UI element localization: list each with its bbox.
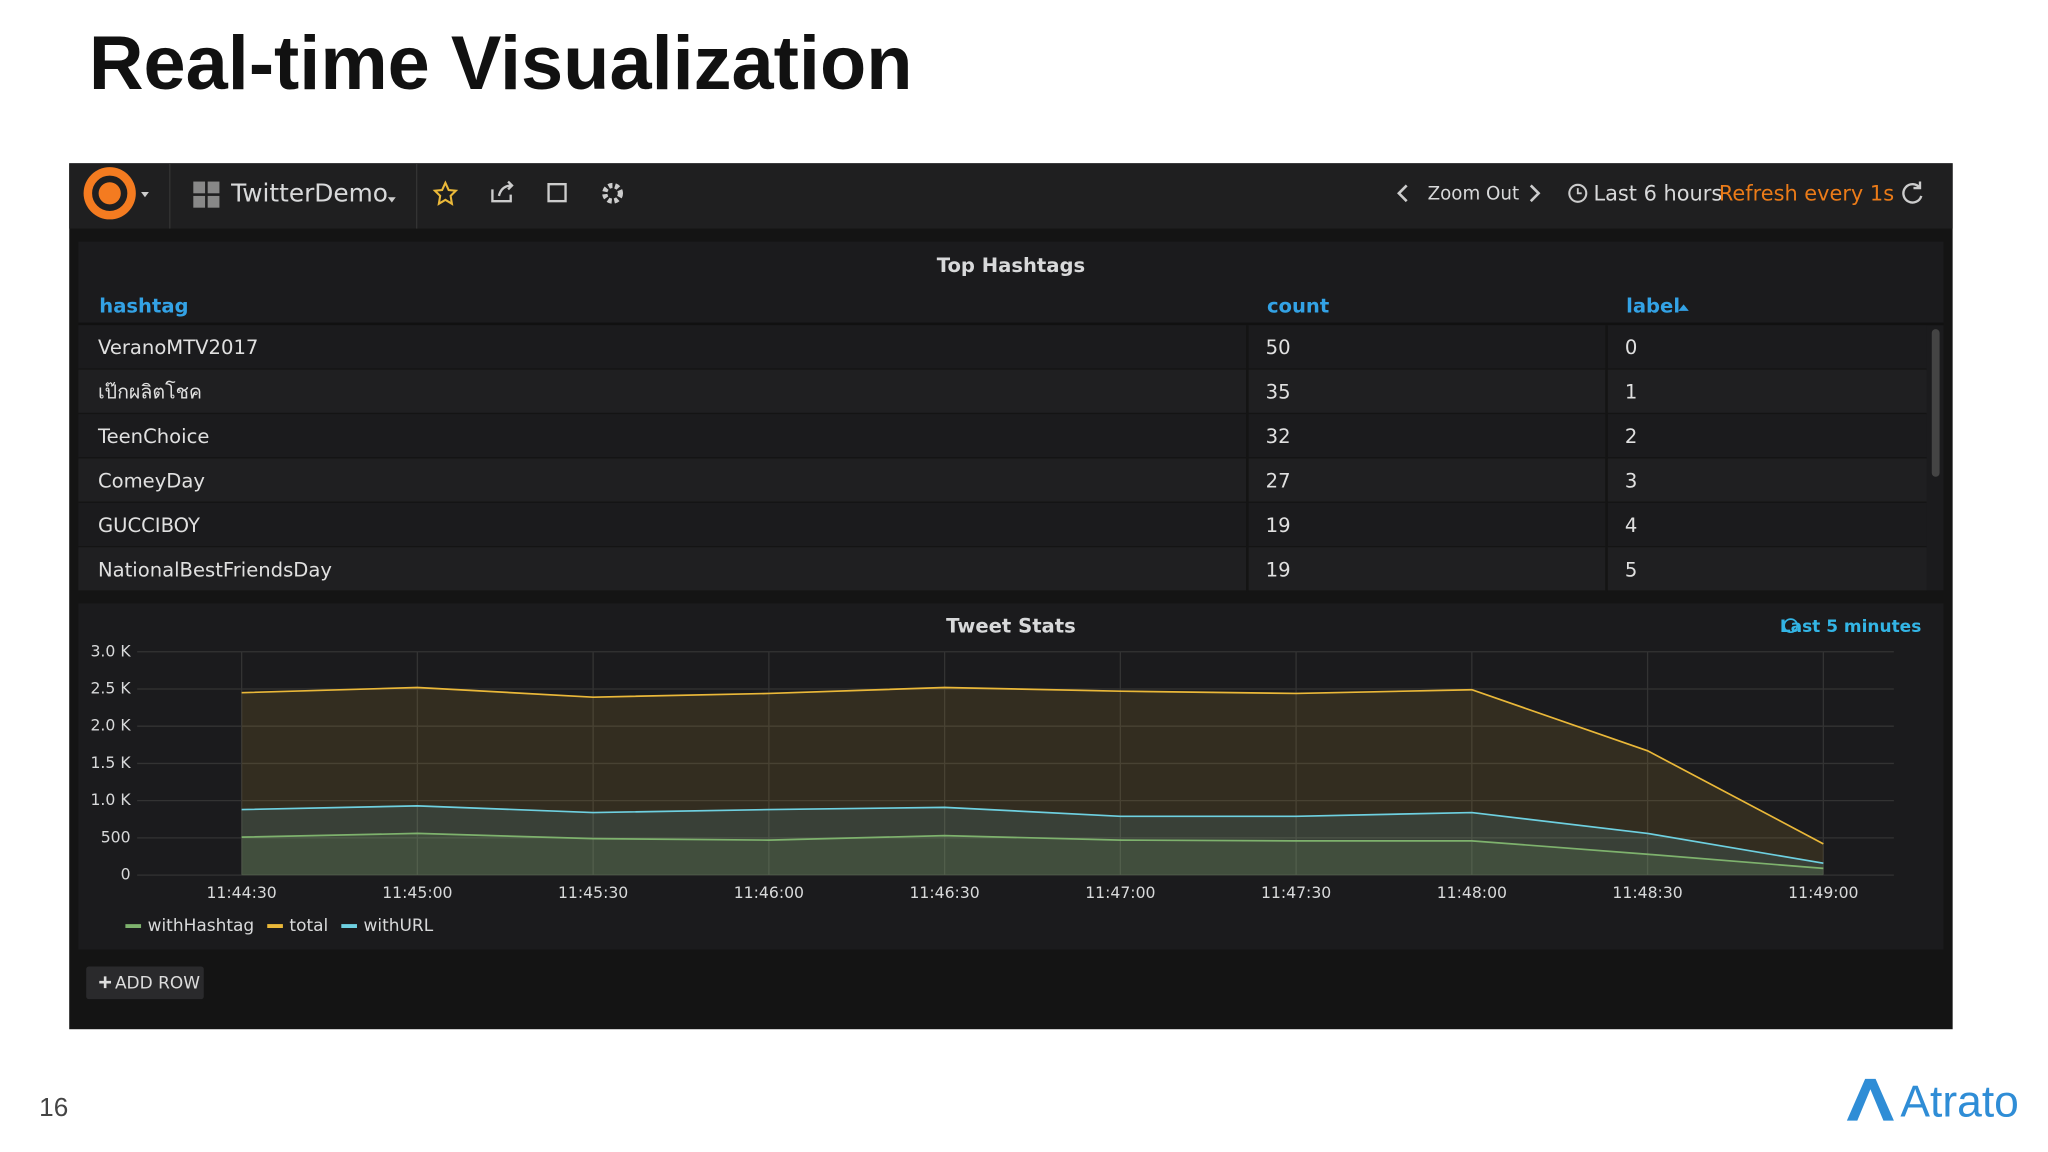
settings-button[interactable] bbox=[602, 182, 624, 204]
dashboard-icon bbox=[193, 181, 220, 208]
y-tick-label: 2.5 K bbox=[90, 678, 131, 697]
column-header: hashtag bbox=[99, 294, 188, 317]
series-line bbox=[241, 805, 1824, 865]
x-tick-label: 11:46:00 bbox=[734, 883, 804, 902]
table-cell: ComeyDay bbox=[98, 469, 205, 492]
page-number: 16 bbox=[39, 1092, 68, 1122]
x-tick-label: 11:48:30 bbox=[1612, 883, 1682, 902]
scrollbar[interactable] bbox=[1931, 329, 1940, 477]
table-cell: เป๊กผลิตโชค bbox=[98, 381, 202, 404]
zoom-forward[interactable] bbox=[1529, 184, 1541, 203]
table-cell: 32 bbox=[1266, 425, 1291, 448]
panel-title: Top Hashtags bbox=[937, 254, 1085, 277]
series-area bbox=[241, 805, 1824, 876]
y-tick-label: 2.0 K bbox=[90, 716, 131, 735]
grafana-logo[interactable] bbox=[83, 167, 136, 220]
column-header: label bbox=[1626, 294, 1680, 317]
x-tick-label: 11:45:30 bbox=[558, 883, 628, 902]
table-row bbox=[78, 414, 1927, 459]
table-row bbox=[78, 547, 1927, 592]
caret bbox=[387, 197, 396, 203]
table-cell: 5 bbox=[1625, 558, 1637, 581]
y-tick-label: 500 bbox=[101, 827, 131, 846]
table-cell: 4 bbox=[1625, 514, 1637, 537]
x-tick-label: 11:48:00 bbox=[1437, 883, 1507, 902]
y-tick-label: 1.5 K bbox=[90, 753, 131, 772]
table-cell: GUCCIBOY bbox=[98, 514, 200, 537]
table-cell: 3 bbox=[1625, 469, 1637, 492]
y-tick-label: 1.0 K bbox=[90, 790, 131, 809]
star-button[interactable] bbox=[432, 180, 459, 206]
time-range[interactable]: Last 6 hours bbox=[1593, 182, 1722, 206]
table-cell: 35 bbox=[1266, 381, 1291, 404]
series-area bbox=[241, 687, 1824, 876]
clock-icon bbox=[1568, 183, 1588, 203]
navbar bbox=[69, 163, 1953, 229]
plus-icon bbox=[99, 976, 112, 989]
logo-ring bbox=[92, 175, 128, 211]
slide-title: Real-time Visualization bbox=[89, 21, 913, 106]
table-cell: TeenChoice bbox=[97, 425, 209, 448]
legend-label: total bbox=[289, 916, 328, 936]
table-row bbox=[78, 458, 1927, 503]
zoom-out[interactable]: Zoom Out bbox=[1428, 184, 1520, 205]
zoom-back[interactable] bbox=[1397, 184, 1408, 203]
legend-label: withURL bbox=[364, 916, 434, 936]
logo-icon bbox=[1846, 1078, 1894, 1121]
time-override: Last 5 minutes bbox=[1780, 617, 1921, 637]
dashboard-name[interactable]: TwitterDemo bbox=[230, 179, 388, 208]
x-tick-label: 11:45:00 bbox=[382, 883, 452, 902]
logo-text: Atrato bbox=[1900, 1078, 2018, 1127]
table-cell: VeranoMTV2017 bbox=[98, 336, 258, 359]
y-tick-label: 0 bbox=[121, 865, 131, 884]
panel-title: Tweet Stats bbox=[946, 614, 1076, 637]
save-button[interactable] bbox=[547, 182, 567, 203]
legend-label: withHashtag bbox=[148, 916, 255, 936]
series-area bbox=[241, 833, 1824, 876]
clock-icon bbox=[1783, 618, 1799, 634]
table-row bbox=[78, 369, 1927, 415]
x-tick-label: 11:47:30 bbox=[1261, 883, 1331, 902]
table-row bbox=[78, 325, 1927, 370]
table-cell: 27 bbox=[1266, 469, 1291, 492]
chart-panel bbox=[78, 603, 1944, 950]
table-cell: 1 bbox=[1625, 381, 1637, 404]
plot: 0 500 1.0 K 1.5 K 2.0 K 2.5 K 3.0 K 11:44:30 11:… bbox=[90, 641, 1894, 936]
sort-arrow bbox=[1678, 304, 1689, 311]
add-row-label[interactable]: ADD ROW bbox=[115, 974, 200, 994]
x-tick-label: 11:44:30 bbox=[206, 883, 276, 902]
clock-hands bbox=[1576, 188, 1582, 195]
table-cell: 2 bbox=[1625, 425, 1637, 448]
y-tick-label: 3.0 K bbox=[90, 641, 131, 660]
table-cell: 0 bbox=[1625, 336, 1637, 359]
refresh-button[interactable] bbox=[1902, 181, 1923, 204]
add-row-button[interactable] bbox=[86, 966, 204, 1000]
x-tick-label: 11:47:00 bbox=[1085, 883, 1155, 902]
series-line bbox=[241, 686, 1824, 845]
table-cell: 19 bbox=[1266, 514, 1291, 537]
column-header: count bbox=[1267, 294, 1329, 317]
table-cell: 50 bbox=[1266, 336, 1291, 359]
series-line bbox=[241, 832, 1824, 870]
table-cell: 19 bbox=[1266, 558, 1291, 581]
refresh-rate[interactable]: Refresh every 1s bbox=[1719, 182, 1894, 206]
table: hashtag count label VeranoMTV2017 50 0 เป๊กผลิ… bbox=[78, 294, 1944, 593]
share-button[interactable] bbox=[491, 180, 514, 203]
x-tick-label: 11:49:00 bbox=[1788, 883, 1858, 902]
table-cell: NationalBestFriendsDay bbox=[98, 558, 332, 581]
table-row bbox=[78, 502, 1927, 548]
caret bbox=[141, 192, 149, 198]
x-tick-label: 11:46:30 bbox=[909, 883, 979, 902]
